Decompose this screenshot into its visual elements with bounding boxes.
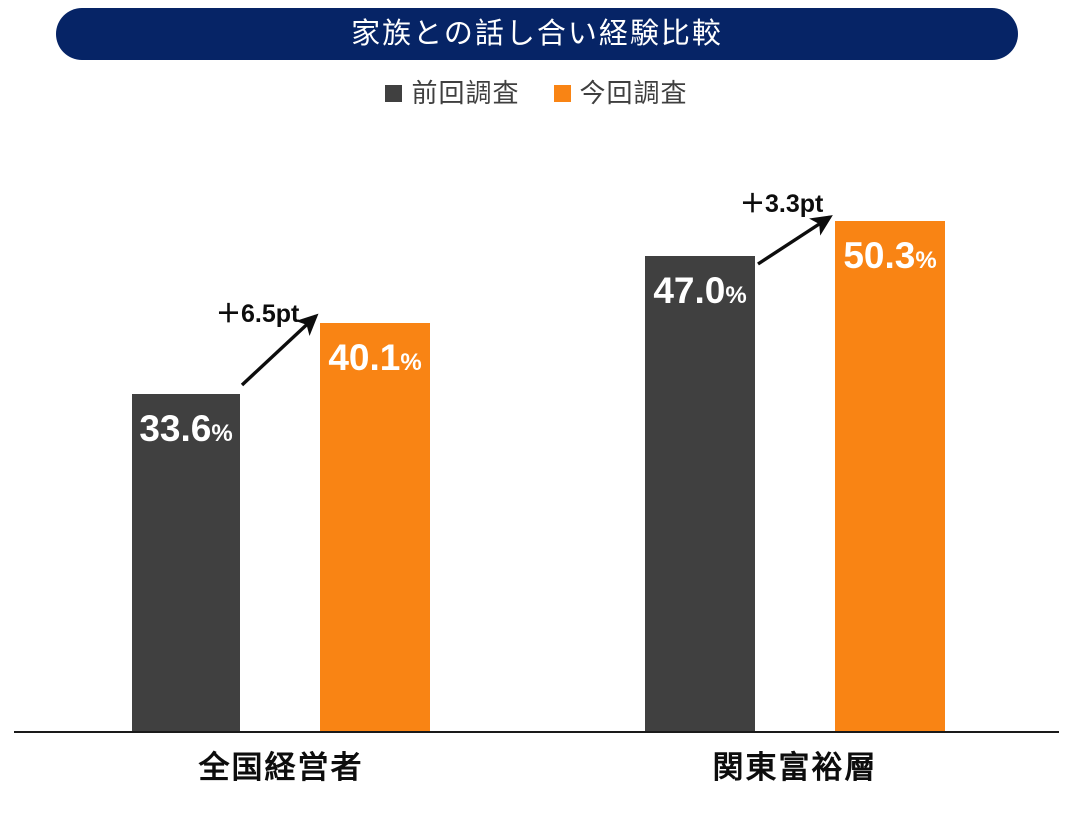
delta-arrow-group2 bbox=[757, 215, 833, 266]
category-label-group2: 関東富裕層 bbox=[712, 750, 878, 785]
bar-value-label: 33.6% bbox=[139, 408, 233, 449]
bar-value-label: 47.0% bbox=[653, 270, 747, 311]
category-label-group1: 全国経営者 bbox=[198, 750, 364, 785]
x-axis-baseline bbox=[14, 731, 1059, 733]
bar-value-label: 50.3% bbox=[843, 235, 937, 276]
legend-label-current-survey: 今回調査 bbox=[579, 78, 688, 108]
bar-current-survey-group2[interactable]: 50.3% bbox=[835, 221, 945, 732]
square-swatch-icon bbox=[553, 84, 571, 102]
page-title: 家族との話し合い経験比較 bbox=[351, 17, 723, 50]
square-swatch-icon bbox=[385, 84, 403, 102]
delta-label-group1: ＋6.5pt bbox=[216, 300, 300, 328]
bar-previous-survey-group1[interactable]: 33.6% bbox=[132, 394, 240, 732]
legend-item-previous-survey[interactable]: 前回調査 bbox=[385, 80, 519, 106]
legend-item-current-survey[interactable]: 今回調査 bbox=[553, 78, 688, 108]
chart-legend: 前回調査 今回調査 bbox=[0, 80, 1073, 106]
bar-value-label: 40.1% bbox=[328, 337, 422, 378]
bar-previous-survey-group2[interactable]: 47.0% bbox=[645, 256, 755, 732]
title-banner: 家族との話し合い経験比較 bbox=[56, 8, 1018, 60]
delta-label-group2: ＋3.3pt bbox=[740, 190, 824, 218]
legend-label-previous-survey: 前回調査 bbox=[411, 78, 520, 108]
bar-current-survey-group1[interactable]: 40.1% bbox=[320, 323, 430, 732]
